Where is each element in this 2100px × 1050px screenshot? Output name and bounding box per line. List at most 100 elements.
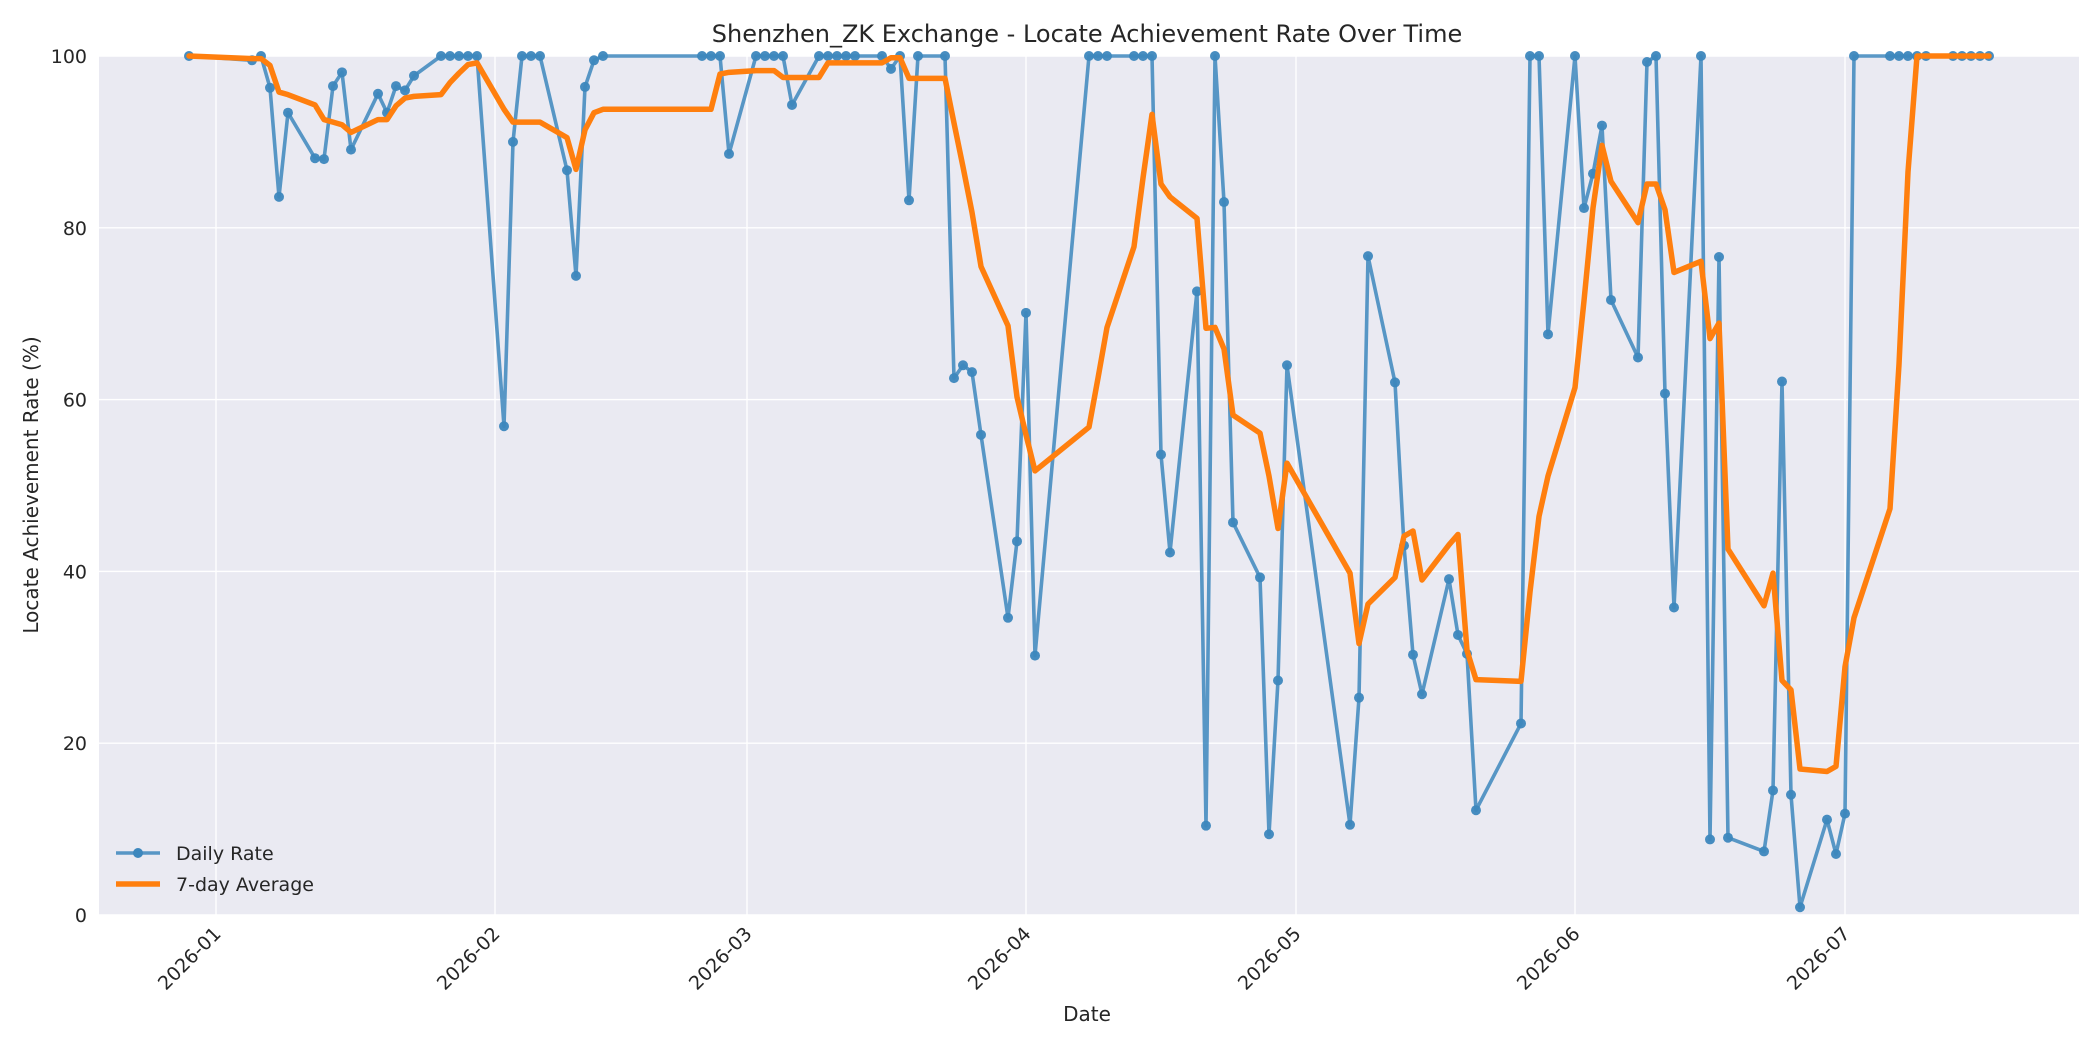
data-point xyxy=(1363,251,1373,262)
data-point xyxy=(949,373,959,384)
data-point xyxy=(976,429,986,440)
data-point xyxy=(391,81,401,92)
data-point xyxy=(1660,388,1670,399)
data-point xyxy=(1606,294,1616,305)
data-point xyxy=(1264,829,1274,840)
data-point xyxy=(445,51,455,61)
y-axis-ticks: 0 20 40 60 80 100 xyxy=(51,46,87,927)
data-point xyxy=(823,51,833,61)
data-point xyxy=(1849,51,1859,61)
data-point xyxy=(454,51,464,61)
data-point xyxy=(1516,718,1526,729)
data-point xyxy=(1543,329,1553,340)
data-point xyxy=(1030,650,1040,661)
data-point xyxy=(1102,51,1112,61)
data-point xyxy=(1228,517,1238,528)
data-point xyxy=(1786,789,1796,800)
data-point xyxy=(1354,692,1364,703)
data-point xyxy=(1777,376,1787,387)
data-point xyxy=(814,51,824,61)
data-point xyxy=(526,51,536,61)
data-point xyxy=(1417,689,1427,700)
data-point xyxy=(1894,51,1904,61)
data-point xyxy=(1192,286,1202,297)
data-point xyxy=(580,81,590,92)
data-point xyxy=(1669,602,1679,613)
data-point xyxy=(760,51,770,61)
data-point xyxy=(1642,57,1652,68)
data-point xyxy=(751,51,761,61)
data-point xyxy=(715,51,725,61)
data-point xyxy=(1534,51,1544,61)
data-point xyxy=(1273,675,1283,686)
data-point xyxy=(400,85,410,96)
data-point xyxy=(832,51,842,61)
data-point xyxy=(472,51,482,61)
data-point xyxy=(1138,51,1148,61)
data-point xyxy=(571,270,581,281)
data-point xyxy=(1822,814,1832,825)
data-point xyxy=(1570,51,1580,61)
y-tick-label: 60 xyxy=(63,390,87,412)
data-point xyxy=(535,51,545,61)
legend-marker xyxy=(133,848,143,858)
chart-title: Shenzhen_ZK Exchange - Locate Achievemen… xyxy=(712,20,1463,48)
data-point xyxy=(1201,820,1211,831)
data-point xyxy=(1597,120,1607,131)
data-point xyxy=(1705,834,1715,845)
data-point xyxy=(598,51,608,61)
data-point xyxy=(1723,832,1733,843)
data-point xyxy=(778,51,788,61)
data-point xyxy=(1579,203,1589,214)
legend-label-daily-rate: Daily Rate xyxy=(176,843,274,865)
data-point xyxy=(850,51,860,61)
data-point xyxy=(1210,51,1220,61)
data-point xyxy=(1345,819,1355,830)
data-point xyxy=(1147,51,1157,61)
data-point xyxy=(1021,307,1031,318)
data-point xyxy=(310,153,320,164)
x-axis-label: Date xyxy=(1063,1002,1111,1026)
data-point xyxy=(1651,51,1661,61)
data-point xyxy=(886,63,896,74)
data-point xyxy=(328,81,338,92)
data-point xyxy=(724,148,734,159)
data-point xyxy=(1633,352,1643,363)
data-point xyxy=(346,144,356,155)
data-point xyxy=(1714,252,1724,263)
data-point xyxy=(1831,849,1841,860)
data-point xyxy=(1885,51,1895,61)
data-point xyxy=(1696,51,1706,61)
y-tick-label: 0 xyxy=(75,905,87,927)
data-point xyxy=(1129,51,1139,61)
data-point xyxy=(1759,846,1769,857)
data-point xyxy=(697,51,707,61)
y-tick-label: 40 xyxy=(63,561,87,583)
series-line-daily-rate xyxy=(187,54,1991,910)
data-point xyxy=(517,51,527,61)
series-line-7-day-average xyxy=(186,53,1992,775)
data-point xyxy=(1471,805,1481,816)
data-point xyxy=(337,67,347,78)
data-point xyxy=(841,51,851,61)
data-point xyxy=(769,51,779,61)
data-point xyxy=(265,82,275,93)
legend-label-7-day-average: 7-day Average xyxy=(176,874,314,896)
data-point xyxy=(463,51,473,61)
data-point xyxy=(904,195,914,206)
grid-lines xyxy=(99,55,2079,916)
data-point xyxy=(1453,629,1463,640)
data-point xyxy=(706,51,716,61)
data-point xyxy=(1003,612,1013,623)
data-point xyxy=(436,51,446,61)
data-point xyxy=(1084,51,1094,61)
data-point xyxy=(1444,574,1454,585)
data-point xyxy=(1795,902,1805,913)
data-point xyxy=(283,107,293,118)
data-point xyxy=(589,55,599,66)
data-point xyxy=(967,367,977,378)
data-point xyxy=(1408,649,1418,660)
data-point xyxy=(508,136,518,147)
data-point xyxy=(958,360,968,371)
data-point xyxy=(373,88,383,99)
